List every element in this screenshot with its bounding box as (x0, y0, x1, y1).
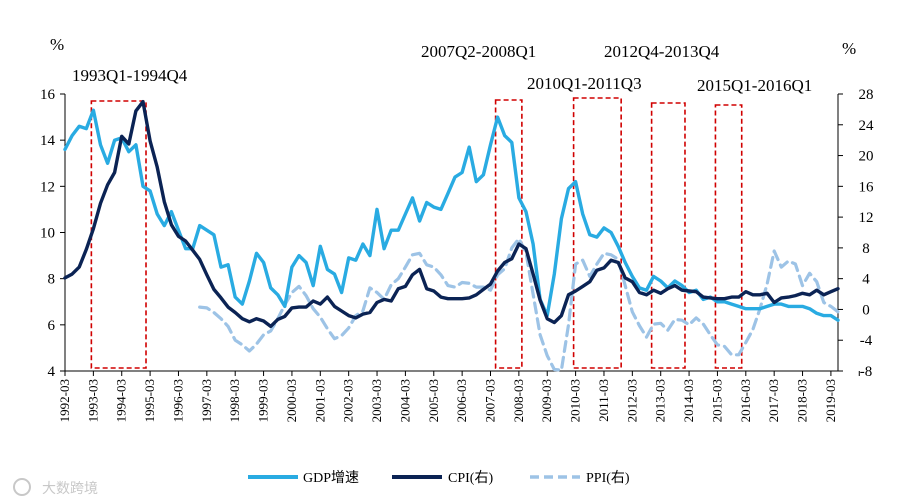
highlight-box (714, 104, 743, 369)
highlight-box (90, 100, 147, 369)
legend: GDP增速 CPI(右) PPI(右) (248, 470, 630, 486)
y-right-tick-label: 8 (862, 241, 870, 257)
x-tick-label: 2001-03 (312, 379, 327, 422)
x-tick-label: 1995-03 (142, 379, 157, 422)
series-line-gdp (63, 108, 840, 322)
annotation-label: 2007Q2-2008Q1 (421, 42, 536, 61)
y-left-tick-label: 12 (40, 179, 55, 195)
right-axis-unit: % (842, 39, 856, 58)
x-tick-label: 2019-03 (823, 379, 838, 422)
series-line-ppi (198, 237, 840, 372)
left-axis-unit: % (50, 35, 64, 54)
x-tick-label: 1999-03 (256, 379, 271, 422)
series-line-cpi (63, 100, 840, 329)
watermark-logo-icon (13, 478, 31, 496)
y-right-tick-label: -8 (860, 364, 873, 380)
x-tick-label: 2011-03 (596, 379, 611, 422)
x-tick-label: 2006-03 (454, 379, 469, 422)
annotation-label: 2010Q1-2011Q3 (527, 74, 642, 93)
x-tick-label: 2002-03 (341, 379, 356, 422)
y-left-tick-label: 4 (48, 364, 56, 380)
y-left-tick-label: 14 (40, 133, 56, 149)
legend-label-ppi: PPI(右) (586, 470, 630, 486)
x-tick-label: 1997-03 (199, 379, 214, 422)
x-tick-label: 2005-03 (426, 379, 441, 422)
x-tick-label: 2018-03 (795, 379, 810, 422)
watermark: 大数跨境 (13, 478, 98, 497)
legend-label-cpi: CPI(右) (448, 470, 493, 486)
x-tick-label: 2014-03 (681, 379, 696, 422)
y-right-tick-label: 16 (859, 179, 875, 195)
legend-label-gdp: GDP增速 (303, 470, 359, 486)
x-tick-label: 2010-03 (568, 379, 583, 422)
x-tick-label: 1994-03 (114, 379, 129, 422)
y-right-tick-label: 4 (862, 272, 870, 288)
x-tick-label: 2009-03 (539, 379, 554, 422)
x-tick-label: 1992-03 (57, 379, 72, 422)
y-right-tick-label: 24 (859, 118, 875, 134)
watermark-text: 大数跨境 (42, 481, 98, 497)
x-tick-label: 1993-03 (85, 379, 100, 422)
x-tick-label: 2017-03 (766, 379, 781, 422)
x-tick-label: 1996-03 (170, 379, 185, 422)
annotation-labels: 1993Q1-1994Q4 2007Q2-2008Q1 2010Q1-2011Q3 2… (72, 42, 812, 95)
y-right-tick-label: 20 (859, 149, 874, 165)
x-tick-label: 2015-03 (709, 379, 724, 422)
annotation-label: 1993Q1-1994Q4 (72, 66, 188, 85)
x-tick-label: 2012-03 (624, 379, 639, 422)
y-right-tick-label: -4 (860, 333, 873, 349)
y-left-tick-label: 16 (40, 87, 56, 103)
highlight-boxes (90, 97, 743, 369)
highlight-box (650, 102, 686, 369)
y-left-tick-label: 8 (48, 272, 56, 288)
annotation-label: 2015Q1-2016Q1 (697, 76, 812, 95)
highlight-box (494, 99, 523, 369)
annotation-label: 2012Q4-2013Q4 (604, 42, 720, 61)
y-right-tick-label: 0 (862, 302, 870, 318)
x-tick-label: 2000-03 (284, 379, 299, 422)
series-lines (63, 100, 840, 372)
highlight-box (572, 97, 622, 369)
x-tick-label: 1998-03 (227, 379, 242, 422)
y-right-tick-label: 12 (859, 210, 874, 226)
x-tick-label: 2016-03 (738, 379, 753, 422)
x-tick-label: 2007-03 (483, 379, 498, 422)
y-left-tick-label: 6 (48, 318, 56, 334)
x-tick-label: 2008-03 (511, 379, 526, 422)
axes: 4 6 8 10 12 14 16 -8 -4 0 4 8 12 16 20 24 28 1992-03 1993-… (40, 87, 874, 422)
x-tick-label: 2004-03 (397, 379, 412, 422)
x-tick-label: 2003-03 (369, 379, 384, 422)
y-right-tick-label: 28 (859, 87, 874, 103)
x-tick-label: 2013-03 (653, 379, 668, 422)
y-left-tick-label: 10 (40, 226, 55, 242)
